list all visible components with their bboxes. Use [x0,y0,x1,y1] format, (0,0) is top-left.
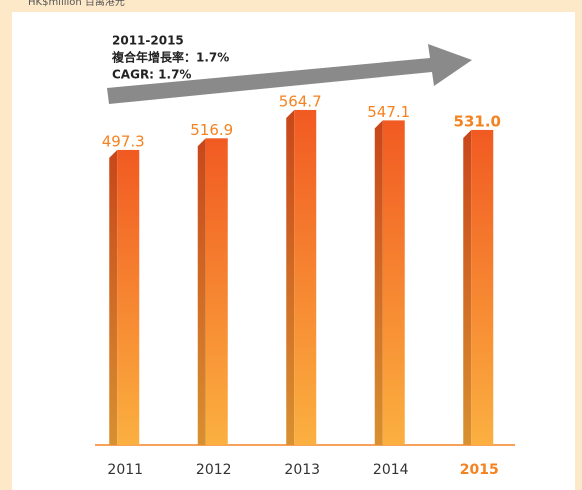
bar [374,120,405,446]
annotation: CAGR: 1.7% [112,68,191,82]
value-label: 497.3 [102,132,145,150]
value-label: 547.1 [367,103,410,121]
x-tick-label: 2015 [460,462,499,478]
x-tick-label: 2012 [196,462,232,478]
bar [286,109,317,445]
trend-arrow [107,44,472,104]
annotation: 複合年增長率：1.7% [111,50,229,65]
annotation: 2011-2015 [112,34,184,48]
x-tick-label: 2014 [373,462,409,478]
value-label: 516.9 [190,121,233,139]
bar [197,138,228,445]
value-label: 531.0 [454,112,501,130]
value-label: 564.7 [279,92,322,110]
x-tick-label: 2013 [284,462,320,478]
bar [109,149,140,445]
unit-label: HK$million 百萬港元 [28,0,125,8]
x-tick-label: 2011 [107,462,143,478]
bar [463,129,494,445]
